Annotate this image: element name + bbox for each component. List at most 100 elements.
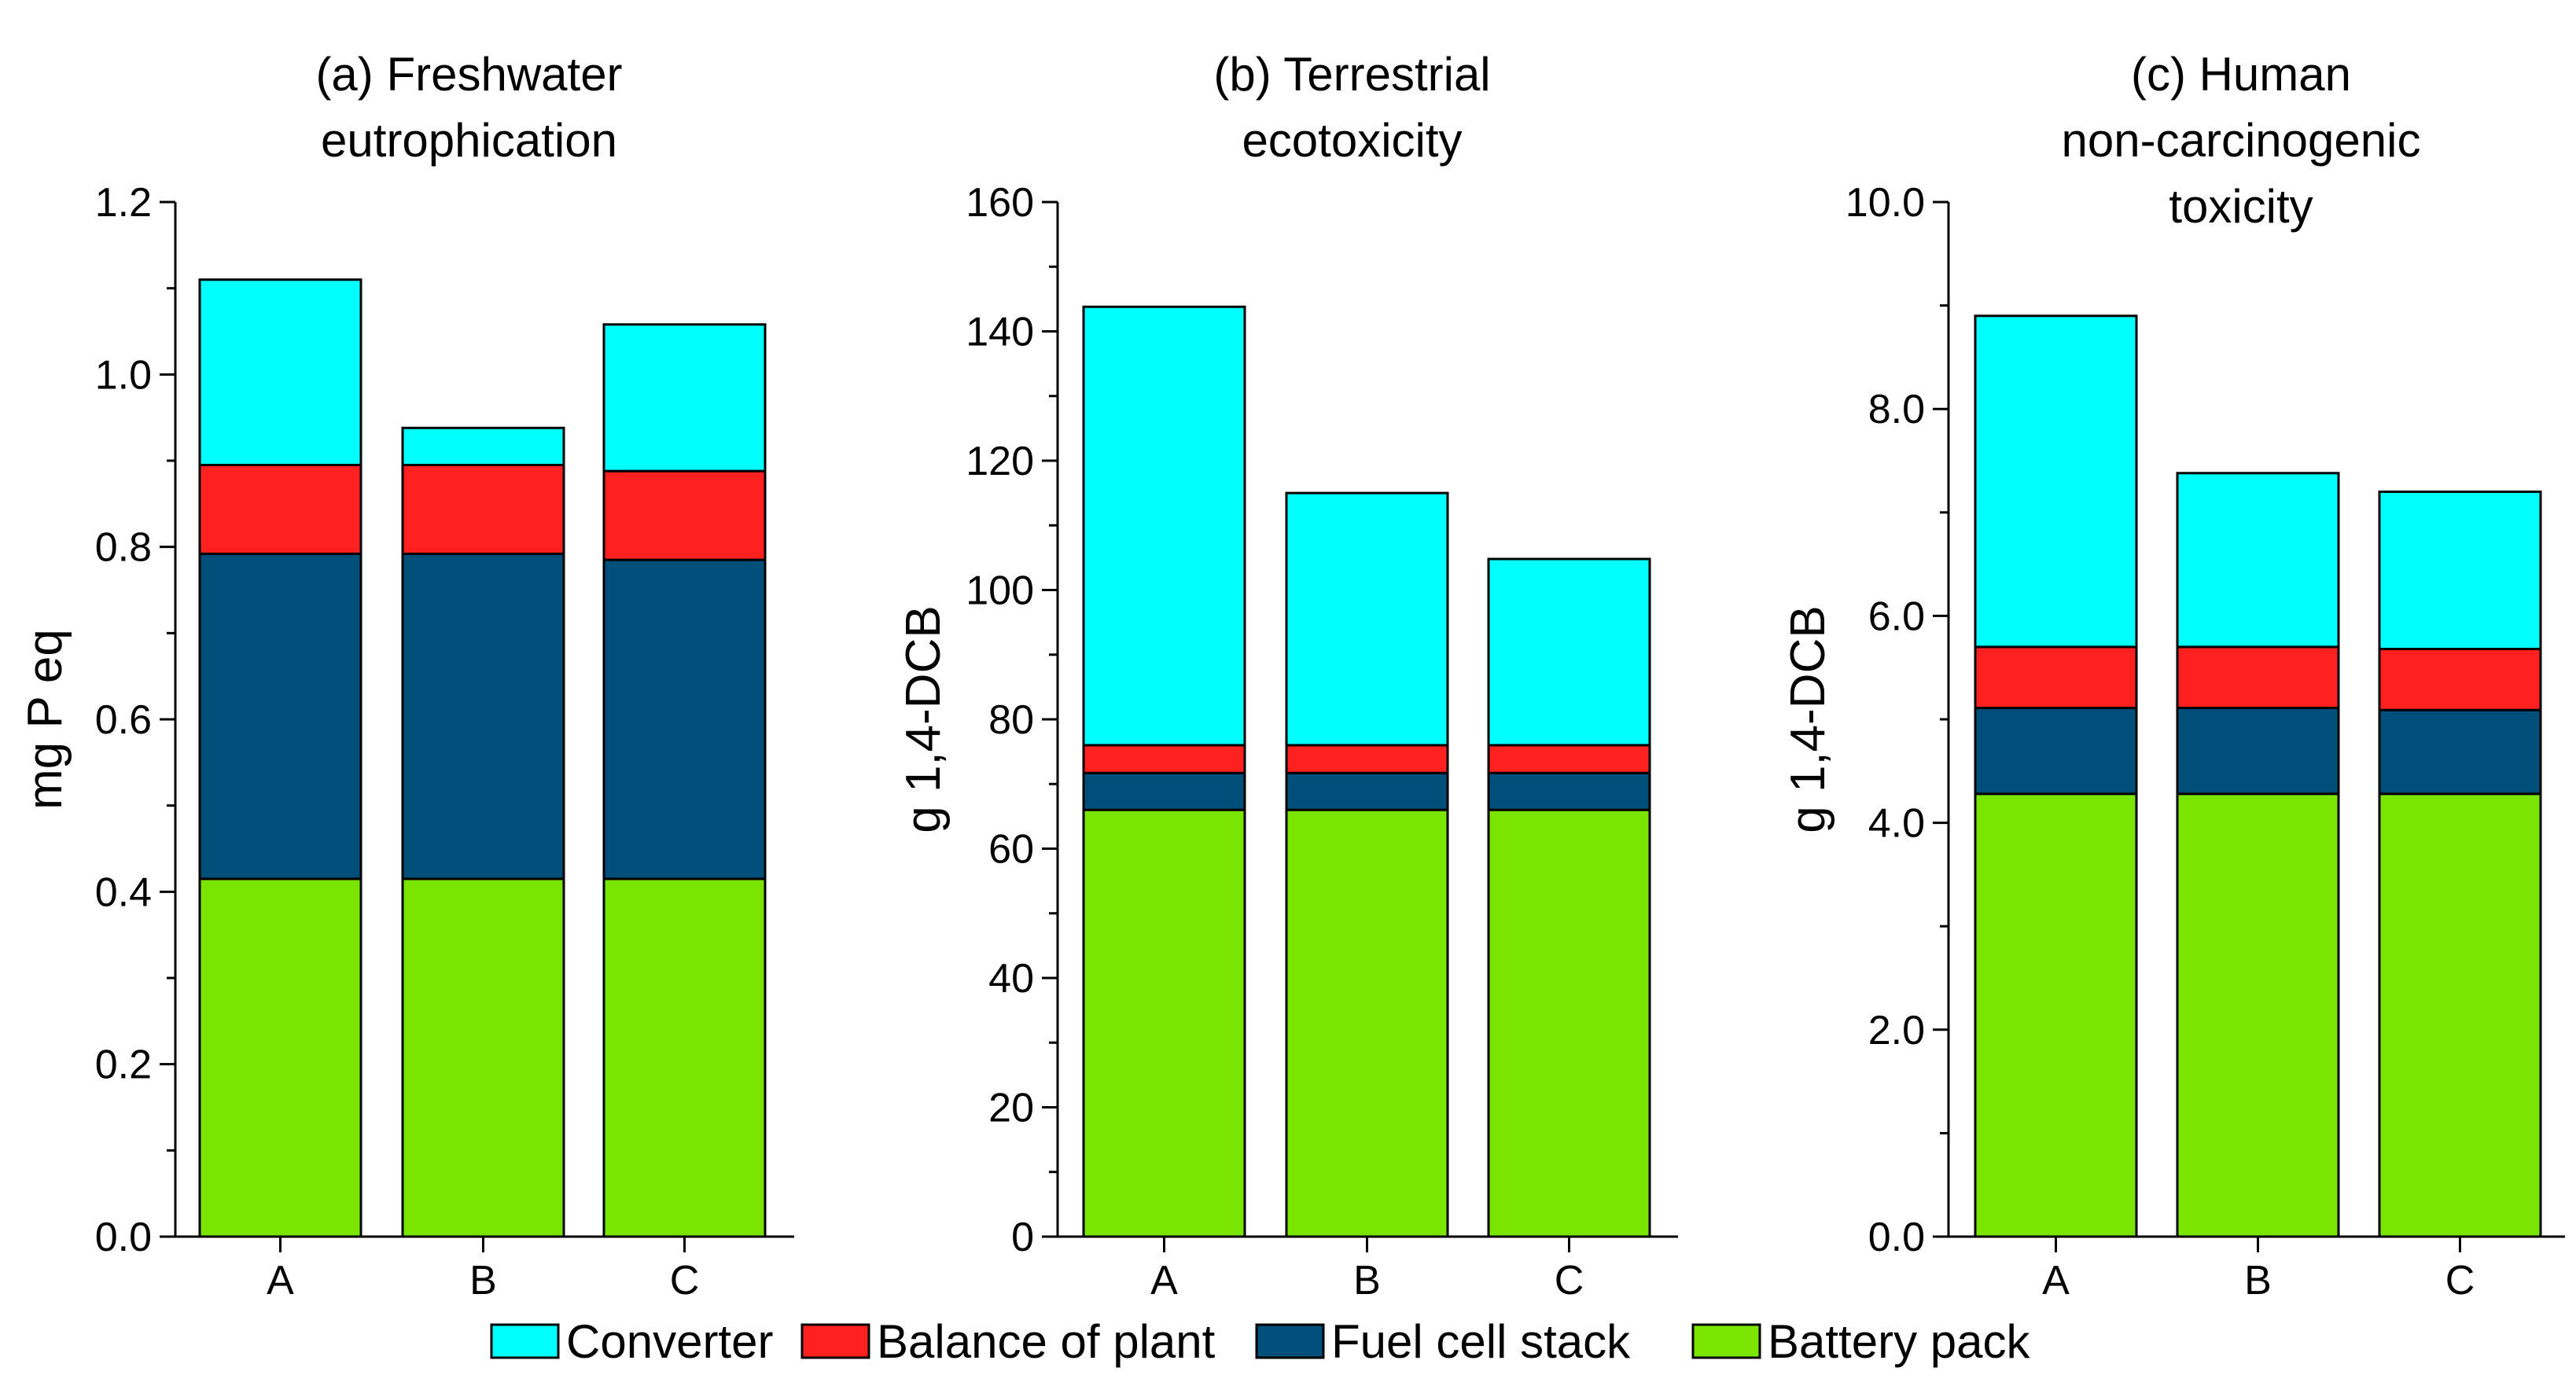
y-tick-label: 0.0 (95, 1215, 152, 1260)
chart-title-line: (b) Terrestrial (1213, 48, 1490, 101)
y-tick-label: 20 (988, 1086, 1034, 1131)
bar-battery-pack-B (2176, 792, 2340, 1238)
bar-balance-of-plant-C (2378, 648, 2542, 711)
bar-balance-of-plant-B (1285, 744, 1449, 774)
legend-swatch (800, 1323, 870, 1359)
y-tick-label: 4.0 (1868, 801, 1925, 847)
bar-fuel-cell-stack-C (1487, 771, 1651, 811)
y-tick-label: 1.0 (95, 352, 152, 398)
chart-title-line: toxicity (2169, 180, 2313, 233)
bar-balance-of-plant-C (1487, 744, 1651, 774)
y-axis-label: g 1,4-DCB (1781, 605, 1835, 833)
y-tick-label: 60 (988, 827, 1034, 873)
y-tick-label: 0 (1011, 1215, 1034, 1260)
x-tick-label-B: B (2244, 1258, 2272, 1303)
y-tick-label: 0.6 (95, 697, 152, 743)
y-tick-label: 0.0 (1868, 1215, 1925, 1260)
bar-fuel-cell-stack-A (1082, 771, 1246, 811)
y-tick-label: 2.0 (1868, 1008, 1925, 1053)
bar-battery-pack-B (401, 877, 565, 1238)
y-tick-label: 8.0 (1868, 387, 1925, 432)
x-tick-label-C: C (670, 1258, 700, 1303)
bar-battery-pack-A (1974, 792, 2138, 1238)
y-tick-label: 40 (988, 956, 1034, 1002)
bar-fuel-cell-stack-C (2378, 708, 2542, 796)
bar-converter-A (1082, 305, 1246, 747)
y-tick-label: 1.2 (95, 180, 152, 226)
bar-converter-B (401, 426, 565, 466)
bars (1974, 314, 2542, 1238)
bar-balance-of-plant-A (1974, 645, 2138, 710)
legend-label: Battery pack (1768, 1315, 2030, 1368)
chart-title-line: (a) Freshwater (315, 48, 622, 101)
bar-fuel-cell-stack-A (1974, 707, 2138, 796)
y-tick-label: 0.4 (95, 869, 152, 915)
x-tick-label-A: A (2042, 1258, 2070, 1303)
bar-balance-of-plant-A (198, 463, 362, 555)
bar-balance-of-plant-C (602, 469, 767, 561)
bar-balance-of-plant-B (2176, 645, 2340, 710)
chart-title-line: eutrophication (321, 114, 617, 167)
y-tick-label: 80 (988, 697, 1034, 743)
x-tick-label-C: C (2445, 1258, 2475, 1303)
chart-panel-0: 0.0 0.2 0.4 0.6 0.8 1.0 1.2 A B C (a) Freshwater eu… (18, 48, 794, 1303)
bars (198, 278, 767, 1238)
legend-item-balance-of-plant: Balance of plant (800, 1315, 1216, 1368)
y-tick-label: 0.2 (95, 1042, 152, 1088)
chart-title: (c) Human non-carcinogenic toxicity (2062, 48, 2421, 233)
legend-swatch (1691, 1323, 1761, 1359)
legend: Converter Balance of plant Fuel cell stack… (490, 1315, 2030, 1368)
bar-converter-A (198, 278, 362, 466)
legend-label: Fuel cell stack (1331, 1315, 1631, 1368)
legend-swatch (1255, 1323, 1325, 1359)
legend-item-converter: Converter (490, 1315, 773, 1368)
y-tick-label: 120 (966, 439, 1034, 484)
chart-panel-2: 0.0 2.0 4.0 6.0 8.0 10.0 A B C (c) Human non-carci… (1781, 48, 2565, 1303)
y-tick-label: 160 (966, 180, 1034, 226)
legend-item-fuel-cell-stack: Fuel cell stack (1255, 1315, 1631, 1368)
bar-balance-of-plant-A (1082, 744, 1246, 774)
chart-title-line: (c) Human (2131, 48, 2351, 101)
bar-battery-pack-C (1487, 808, 1651, 1238)
bar-balance-of-plant-B (401, 463, 565, 555)
bar-battery-pack-C (2378, 792, 2542, 1238)
y-axis-label: mg P eq (18, 629, 72, 810)
bar-battery-pack-C (602, 877, 767, 1238)
bar-fuel-cell-stack-A (198, 552, 362, 880)
bar-converter-C (2378, 490, 2542, 651)
legend-label: Balance of plant (877, 1315, 1216, 1368)
chart-title: (a) Freshwater eutrophication (315, 48, 622, 167)
bar-converter-B (2176, 472, 2340, 649)
y-tick-label: 100 (966, 568, 1034, 614)
x-tick-label-B: B (1353, 1258, 1381, 1303)
bar-fuel-cell-stack-B (2176, 707, 2340, 796)
chart-panel-1: 0 20 40 60 80 100 120 140 160 A B C (b) Terrestrial e… (896, 48, 1678, 1303)
x-tick-label-C: C (1555, 1258, 1584, 1303)
chart-title-line: ecotoxicity (1242, 114, 1462, 167)
y-axis-label: g 1,4-DCB (896, 605, 951, 833)
bar-fuel-cell-stack-B (1285, 771, 1449, 811)
y-tick-label: 0.8 (95, 525, 152, 571)
bar-fuel-cell-stack-C (602, 558, 767, 880)
bar-converter-A (1974, 314, 2138, 649)
legend-item-battery-pack: Battery pack (1691, 1315, 2030, 1368)
bar-battery-pack-A (1082, 808, 1246, 1238)
bar-battery-pack-A (198, 877, 362, 1238)
bar-battery-pack-B (1285, 808, 1449, 1238)
bar-converter-C (1487, 557, 1651, 747)
y-tick-label: 6.0 (1868, 594, 1925, 639)
bar-converter-C (602, 323, 767, 472)
x-tick-label-B: B (469, 1258, 497, 1303)
x-tick-label-A: A (267, 1258, 294, 1303)
bar-converter-B (1285, 491, 1449, 747)
legend-label: Converter (566, 1315, 773, 1368)
legend-swatch (490, 1323, 560, 1359)
y-tick-label: 10.0 (1846, 180, 1925, 226)
chart-title: (b) Terrestrial ecotoxicity (1213, 48, 1490, 167)
y-tick-label: 140 (966, 310, 1034, 355)
chart-title-line: non-carcinogenic (2062, 114, 2421, 167)
bar-fuel-cell-stack-B (401, 552, 565, 880)
x-tick-label-A: A (1150, 1258, 1178, 1303)
bars (1082, 305, 1651, 1238)
